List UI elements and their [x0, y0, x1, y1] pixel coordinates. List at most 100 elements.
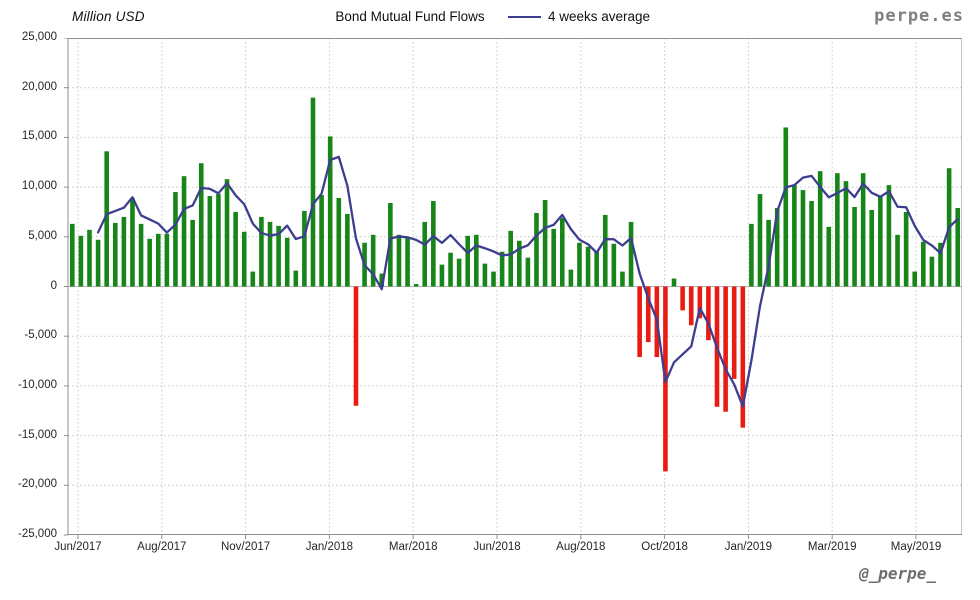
flow-bar — [241, 231, 247, 287]
flow-bar — [310, 97, 316, 287]
y-tick-label: 10,000 — [21, 180, 57, 193]
flow-bar — [585, 246, 591, 287]
flow-bar — [843, 181, 849, 287]
flow-bar — [637, 286, 642, 358]
x-tick-label: Aug/2018 — [556, 541, 606, 553]
flow-bar — [706, 286, 711, 341]
flow-bar — [671, 278, 677, 287]
flow-bar — [190, 219, 195, 287]
flow-bar — [860, 173, 866, 287]
x-tick-label: Jan/2019 — [724, 541, 773, 553]
flow-bar — [104, 151, 109, 287]
flow-bar — [439, 264, 445, 287]
flow-bar — [800, 190, 806, 287]
flow-bar — [431, 201, 436, 287]
flow-bar — [757, 194, 763, 287]
watermark: perpe.es — [874, 6, 964, 26]
flow-bar — [173, 192, 178, 287]
y-tick-label: -20,000 — [17, 478, 57, 491]
flow-bar — [723, 286, 728, 412]
flow-bar — [559, 217, 565, 287]
flow-bar — [731, 286, 737, 379]
flow-bar — [370, 234, 376, 287]
flow-bar — [869, 209, 875, 287]
flow-bar — [70, 223, 75, 287]
flow-bar — [147, 238, 152, 287]
flow-bar — [508, 230, 513, 287]
flow-bar — [534, 212, 539, 287]
x-tick-label: May/2019 — [890, 541, 942, 553]
flow-bar — [422, 221, 428, 287]
y-tick-label: 25,000 — [21, 31, 57, 43]
flow-bar — [491, 271, 496, 287]
flow-bar — [895, 234, 900, 287]
flow-bar — [95, 239, 101, 287]
legend: 4 weeks average — [508, 9, 650, 24]
flow-bar — [835, 173, 840, 287]
flow-bar — [396, 234, 402, 287]
flow-bar — [155, 233, 161, 287]
y-tick-label: -5,000 — [24, 329, 57, 342]
x-tick-label: Mar/2019 — [807, 541, 857, 553]
flow-bar — [138, 223, 144, 287]
flow-bar — [448, 252, 453, 287]
average-line — [96, 155, 959, 408]
flow-bar — [302, 210, 307, 287]
y-tick-label: -10,000 — [17, 378, 57, 391]
flow-bar — [327, 136, 333, 287]
flow-bar — [921, 241, 926, 287]
flow-bar — [688, 286, 694, 326]
flow-bar — [740, 286, 746, 428]
y-tick-label: 15,000 — [21, 130, 57, 143]
flow-bar — [628, 221, 634, 287]
flow-bar — [912, 271, 918, 287]
flow-bar — [456, 258, 462, 287]
flow-bar — [78, 235, 84, 287]
flow-bar — [379, 273, 385, 287]
flow-bar — [809, 201, 814, 287]
flow-bar — [517, 240, 522, 287]
flow-bar — [551, 228, 556, 287]
flow-bar — [465, 235, 471, 287]
flow-bar — [602, 214, 608, 287]
flow-bar — [250, 271, 256, 287]
flow-bar — [680, 286, 685, 311]
flow-bar — [774, 207, 780, 287]
x-tick-label: Nov/2017 — [220, 541, 271, 553]
flow-bar — [568, 269, 574, 287]
flow-bar — [817, 171, 823, 287]
legend-label: 4 weeks average — [548, 9, 651, 24]
flow-bar — [620, 271, 625, 287]
flow-bar — [267, 221, 273, 287]
flow-bar — [474, 234, 479, 287]
flow-bar — [525, 257, 531, 287]
flow-bar — [413, 284, 419, 287]
flow-bar — [878, 197, 883, 287]
x-tick-label: Jun/2018 — [473, 541, 521, 553]
y-tick-label: 20,000 — [21, 80, 57, 93]
flow-bar — [233, 211, 238, 287]
flow-bar — [826, 226, 832, 287]
flow-bar — [482, 263, 488, 287]
flow-bar — [645, 286, 651, 343]
flow-bar — [198, 163, 204, 287]
flow-bar — [353, 286, 359, 406]
legend-line-swatch — [508, 15, 541, 18]
flow-bar — [766, 219, 771, 287]
flow-bar — [130, 198, 135, 287]
flow-bar — [87, 229, 92, 287]
flow-bar — [121, 216, 127, 287]
flow-bar — [181, 176, 187, 287]
chart-title: Bond Mutual Fund Flows — [335, 9, 485, 24]
flow-bar — [259, 216, 264, 287]
x-tick-label: Jun/2017 — [54, 541, 102, 553]
flow-bar — [783, 127, 789, 287]
flow-bar — [276, 225, 281, 287]
flow-bar — [542, 200, 548, 287]
flow-bar — [284, 237, 290, 287]
flow-bar — [697, 286, 703, 319]
y-axis-title: Million USD — [72, 9, 145, 24]
flow-bar — [319, 195, 324, 287]
twitter-handle: @_perpe_ — [858, 564, 936, 583]
